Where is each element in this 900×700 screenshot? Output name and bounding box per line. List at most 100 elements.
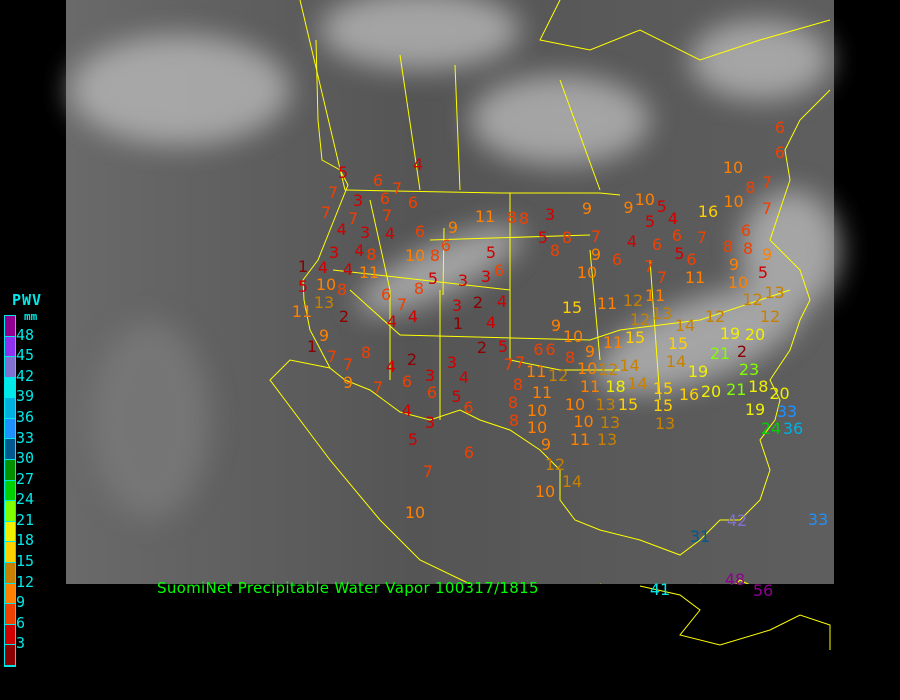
station-pwv-value: 13 <box>764 283 785 302</box>
station-pwv-value: 3 <box>424 366 436 385</box>
station-pwv-value: 11 <box>358 263 380 282</box>
station-pwv-value: 6 <box>671 226 683 246</box>
station-pwv-value: 5 <box>451 387 462 406</box>
station-pwv-value: 9 <box>318 326 330 345</box>
station-pwv-value: 10 <box>727 272 749 292</box>
station-pwv-value: 7 <box>342 354 354 374</box>
station-pwv-value: 56 <box>752 581 774 600</box>
station-pwv-value: 6 <box>407 193 419 212</box>
station-pwv-value: 7 <box>514 353 526 372</box>
station-pwv-value: 12 <box>544 455 566 474</box>
legend-swatch <box>5 624 15 646</box>
station-pwv-value: 4 <box>336 220 347 239</box>
station-pwv-value: 15 <box>667 333 689 353</box>
station-pwv-value: 20 <box>700 382 722 401</box>
station-pwv-value: 9 <box>728 255 740 275</box>
station-pwv-value: 7 <box>320 203 332 222</box>
legend-unit: mm <box>24 310 38 323</box>
legend-tick-label: 36 <box>16 407 35 426</box>
station-pwv-value: 9 <box>761 245 773 264</box>
station-pwv-value: 4 <box>384 224 396 243</box>
station-pwv-value: 7 <box>696 228 708 247</box>
station-pwv-value: 7 <box>396 295 408 314</box>
legend-tick-label: 42 <box>16 366 35 385</box>
station-pwv-value: 31 <box>689 527 711 546</box>
station-pwv-value: 4 <box>458 368 470 387</box>
station-pwv-value: 3 <box>480 267 492 286</box>
station-pwv-value: 11 <box>569 430 591 449</box>
station-pwv-value: 5 <box>656 197 667 216</box>
station-pwv-value: 41 <box>649 580 671 599</box>
station-pwv-value: 7 <box>327 183 339 202</box>
legend-swatch <box>5 418 15 440</box>
station-pwv-value: 7 <box>503 354 514 374</box>
station-pwv-value: 4 <box>407 307 419 326</box>
station-pwv-value: 6 <box>740 221 752 240</box>
station-pwv-value: 11 <box>579 377 601 397</box>
station-pwv-value: 6 <box>414 222 426 241</box>
legend-tick-label: 18 <box>16 531 35 550</box>
station-pwv-value: 9 <box>581 199 593 218</box>
station-pwv-value: 10 <box>576 359 598 379</box>
station-pwv-value: 33 <box>776 401 798 421</box>
station-pwv-value: 6 <box>463 398 474 417</box>
station-pwv-value: 19 <box>719 324 741 344</box>
legend-tick-label: 39 <box>16 387 35 406</box>
station-pwv-value: 3 <box>446 353 458 372</box>
station-pwv-value: 13 <box>654 414 676 434</box>
station-pwv-value: 7 <box>381 205 393 225</box>
legend-swatch <box>5 377 15 399</box>
station-pwv-value: 11 <box>644 286 666 306</box>
station-pwv-value: 5 <box>674 244 685 264</box>
station-pwv-value: 13 <box>595 394 616 414</box>
legend-tick-label: 33 <box>16 428 35 447</box>
legend-tick-label: 45 <box>16 346 35 365</box>
station-pwv-value: 18 <box>748 376 769 396</box>
station-pwv-value: 5 <box>337 163 349 182</box>
station-pwv-value: 8 <box>366 245 377 264</box>
station-pwv-value: 8 <box>549 241 561 260</box>
lower-coastline <box>639 585 831 650</box>
station-pwv-value: 3 <box>360 222 371 242</box>
legend-title: PWV <box>12 291 43 309</box>
station-pwv-value: 12 <box>629 309 651 329</box>
station-pwv-value: 5 <box>757 263 769 282</box>
station-pwv-value: 4 <box>354 240 365 260</box>
station-pwv-value: 12 <box>622 291 644 310</box>
legend-swatch <box>5 645 15 666</box>
station-pwv-value: 7 <box>348 209 359 228</box>
station-pwv-value: 3 <box>457 271 469 290</box>
station-pwv-value: 11 <box>684 267 706 287</box>
station-pwv-value: 3 <box>328 243 340 262</box>
station-pwv-value: 10 <box>564 394 586 414</box>
legend-tick-label: 3 <box>16 634 26 653</box>
station-pwv-value: 7 <box>643 257 655 276</box>
station-pwv-value: 4 <box>626 232 638 251</box>
station-pwv-value: 4 <box>401 401 413 420</box>
station-pwv-value: 24 <box>760 419 782 439</box>
station-pwv-value: 3 <box>451 295 463 315</box>
station-pwv-value: 10 <box>404 246 426 265</box>
station-pwv-value: 15 <box>624 327 646 347</box>
legend-tick-label: 21 <box>16 510 35 529</box>
station-pwv-value: 13 <box>596 429 618 449</box>
station-pwv-value: 10 <box>562 327 584 346</box>
station-pwv-value: 6 <box>774 118 786 137</box>
legend-tick-label: 9 <box>16 593 26 612</box>
station-pwv-value: 6 <box>426 383 438 402</box>
legend-color-bar <box>4 315 16 667</box>
station-pwv-value: 42 <box>726 511 748 530</box>
station-pwv-value: 6 <box>611 250 623 269</box>
station-pwv-value: 5 <box>497 336 509 356</box>
legend-tick-label: 6 <box>16 613 26 632</box>
station-pwv-value: 6 <box>401 372 413 391</box>
station-pwv-value: 12 <box>548 365 569 385</box>
legend-tick-label: 12 <box>16 572 35 591</box>
station-pwv-value: 18 <box>605 377 626 397</box>
station-pwv-value: 6 <box>686 249 697 269</box>
station-pwv-value: 6 <box>440 235 452 255</box>
station-pwv-value: 8 <box>745 178 756 197</box>
station-pwv-value: 9 <box>590 245 602 265</box>
station-pwv-value: 5 <box>297 277 309 296</box>
